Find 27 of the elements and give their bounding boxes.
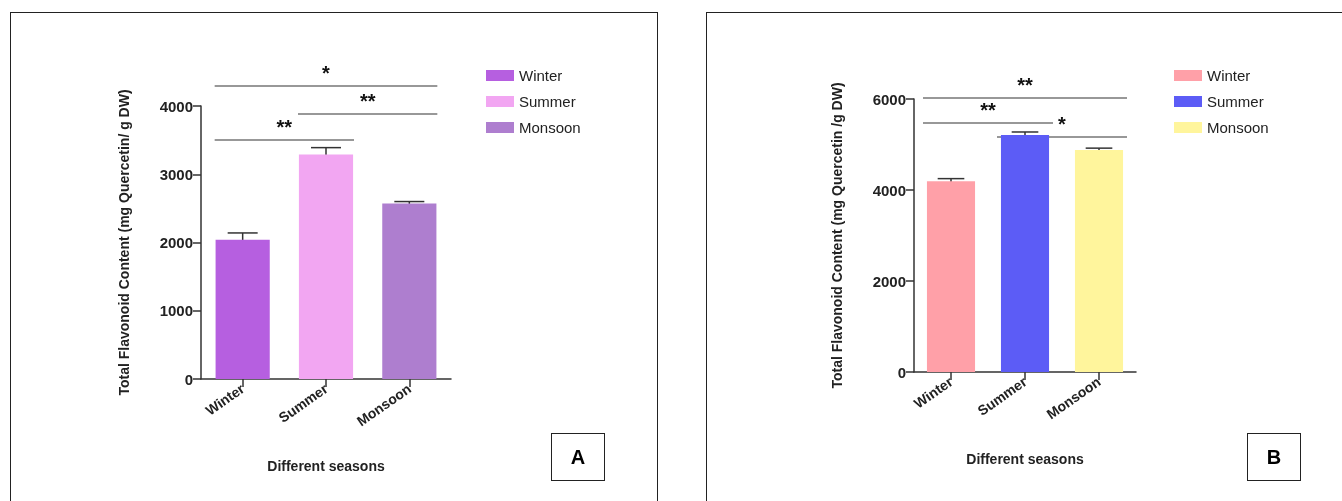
annotation: **	[980, 99, 996, 121]
legend-label: Summer	[519, 93, 576, 110]
y-tick-label: 3000	[159, 165, 193, 183]
y-axis-title: Total Flavonoid Content (mg Quercetin /g DW)	[829, 82, 845, 389]
text: A	[551, 433, 605, 481]
text: *	[322, 62, 331, 84]
y-tick-label: 0	[184, 370, 193, 388]
legend-label: Winter	[519, 67, 563, 84]
x-axis-title: Different seasons	[267, 458, 385, 474]
y-tick-label: 4000	[159, 97, 193, 115]
text: **	[1017, 74, 1033, 96]
legend-label: Winter	[1207, 67, 1251, 84]
legend-label: Summer	[1207, 93, 1264, 110]
text: B	[1247, 433, 1301, 481]
y-tick-label: 4000	[872, 181, 906, 199]
legend-label: Monsoon	[1207, 119, 1269, 136]
y-tick-label: 2000	[159, 234, 193, 251]
annotation: *	[1058, 113, 1067, 135]
annotation: **	[276, 116, 293, 138]
legend-label: Monsoon	[519, 119, 581, 136]
y-tick-label: 2000	[872, 272, 906, 290]
y-tick-label: 6000	[872, 90, 906, 108]
annotation: **	[359, 90, 376, 112]
x-axis-title: Different seasons	[966, 451, 1084, 467]
y-tick-label: 1000	[159, 302, 193, 320]
y-tick-label: 0	[897, 363, 906, 381]
y-axis-title: Total Flavonoid Content (mg Quercetin/ g DW)	[116, 89, 132, 396]
